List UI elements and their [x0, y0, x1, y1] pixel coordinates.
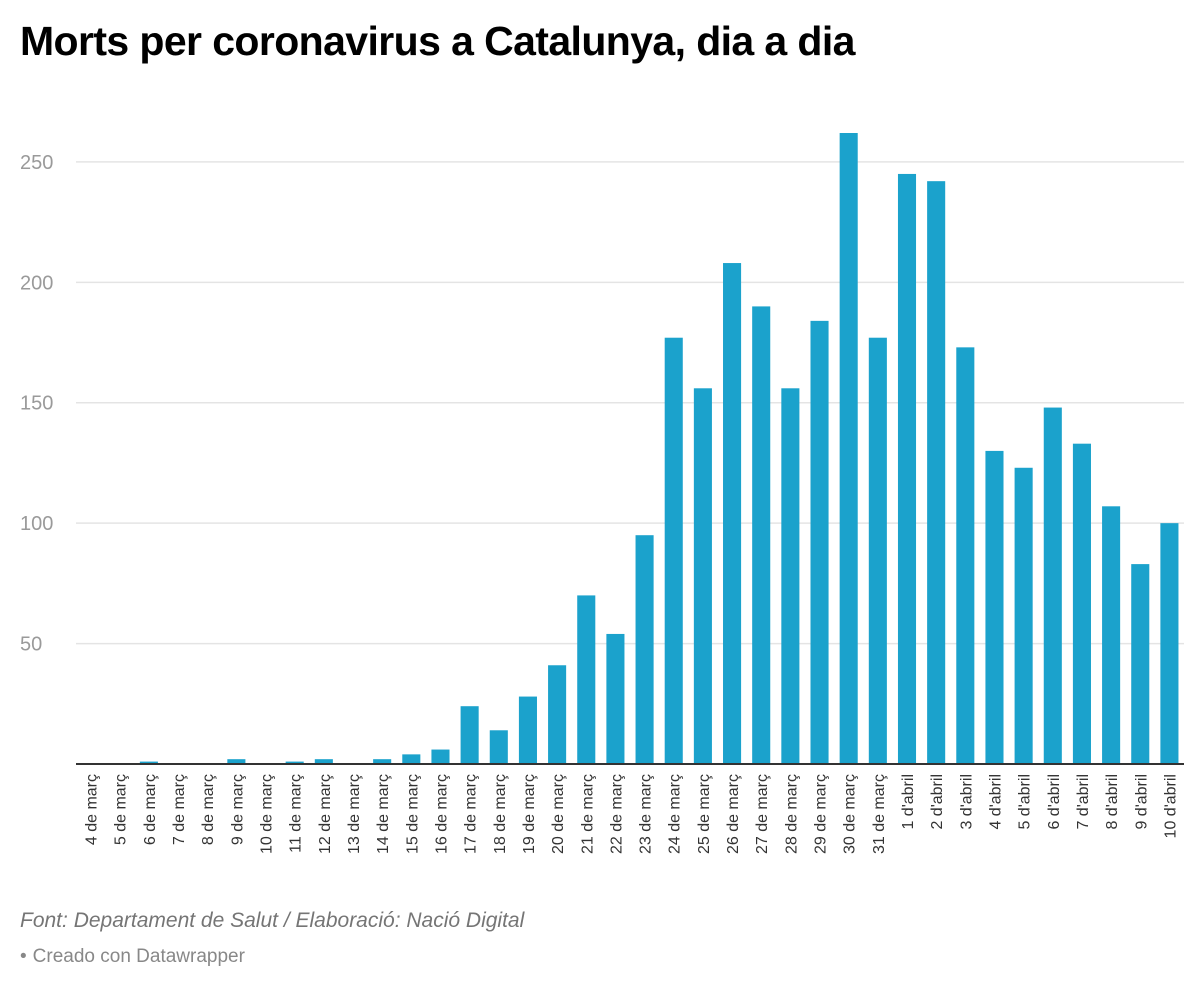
x-tick-label: 14 de març: [375, 774, 392, 854]
x-tick-label: 3 d'abril: [958, 774, 975, 830]
bar: [664, 337, 683, 764]
bar: [810, 320, 829, 764]
bar: [1131, 564, 1150, 764]
bar-chart: 50 100 150 200 250 4 de març 5 de març 6 de ma…: [20, 133, 1184, 854]
y-tick-label: 150: [20, 393, 53, 415]
y-tick-label: 200: [20, 272, 53, 294]
bar: [781, 388, 800, 764]
bar: [693, 388, 712, 764]
x-tick-label: 2 d'abril: [929, 774, 946, 830]
x-tick-label: 6 d'abril: [1046, 774, 1063, 830]
x-tick-label: 31 de març: [871, 774, 888, 854]
bar: [1160, 523, 1179, 764]
x-tick-label: 24 de març: [667, 774, 684, 854]
bar: [956, 347, 975, 764]
credit-text: Creado con Datawrapper: [32, 946, 245, 967]
bar: [460, 706, 479, 764]
bar: [431, 749, 450, 764]
x-tick-label: 19 de març: [521, 774, 538, 854]
bar: [868, 337, 887, 764]
x-tick-label: 22 de març: [608, 774, 625, 854]
bar: [635, 535, 654, 764]
x-tick-label: 1 d'abril: [900, 774, 917, 830]
x-tick-label: 23 de març: [638, 774, 655, 854]
x-tick-label: 21 de març: [579, 774, 596, 854]
bar: [723, 263, 742, 764]
bar: [489, 730, 508, 764]
bar: [606, 633, 625, 764]
bar: [518, 696, 537, 764]
x-tick-label: 29 de març: [813, 774, 830, 854]
source-note: Font: Departament de Salut / Elaboració:…: [20, 909, 525, 932]
bar: [1072, 443, 1091, 764]
bar: [227, 759, 246, 764]
credit-note: • Creado con Datawrapper: [20, 946, 245, 968]
bar: [1102, 506, 1121, 764]
bar: [985, 450, 1004, 764]
bar: [752, 306, 771, 764]
x-tick-label: 10 de març: [259, 774, 276, 854]
x-tick-label: 9 d'abril: [1133, 774, 1150, 830]
x-tick-label: 7 de març: [171, 774, 188, 845]
x-tick-label: 20 de març: [550, 774, 567, 854]
x-tick-label: 8 de març: [200, 774, 217, 845]
bar: [927, 181, 946, 764]
x-tick-label: 13 de març: [346, 774, 363, 854]
x-tick-label: 10 d'abril: [1162, 774, 1179, 838]
x-tick-label: 9 de març: [229, 774, 246, 845]
y-tick-label: 250: [20, 152, 53, 174]
bar: [1014, 467, 1033, 764]
x-axis-tick-labels: 4 de març 5 de març 6 de març 7 de març 8 de…: [84, 774, 1180, 854]
x-tick-label: 25 de març: [696, 774, 713, 854]
chart-title: Morts per coronavirus a Catalunya, dia a…: [20, 18, 855, 64]
x-tick-label: 15 de març: [404, 774, 421, 854]
bar: [402, 754, 421, 764]
x-tick-label: 12 de març: [317, 774, 334, 854]
y-tick-label: 50: [20, 634, 42, 656]
x-tick-label: 18 de març: [492, 774, 509, 854]
bar: [548, 665, 567, 764]
bar: [839, 133, 858, 764]
x-tick-label: 17 de març: [463, 774, 480, 854]
x-tick-label: 5 d'abril: [1017, 774, 1034, 830]
bar: [139, 761, 158, 764]
x-tick-label: 7 d'abril: [1075, 774, 1092, 830]
bar: [897, 173, 917, 764]
x-tick-label: 8 d'abril: [1104, 774, 1121, 830]
x-tick-label: 5 de març: [113, 774, 130, 845]
bars: [139, 133, 1179, 764]
bar: [285, 761, 304, 764]
credit-bullet: •: [20, 946, 27, 967]
x-tick-label: 16 de març: [433, 774, 450, 854]
x-tick-label: 4 d'abril: [987, 774, 1004, 830]
x-tick-label: 27 de març: [754, 774, 771, 854]
bar: [373, 759, 392, 764]
bar: [577, 595, 596, 764]
x-tick-label: 28 de març: [783, 774, 800, 854]
x-tick-label: 6 de març: [142, 774, 159, 845]
x-tick-label: 26 de març: [725, 774, 742, 854]
x-tick-label: 30 de març: [842, 774, 859, 854]
x-tick-label: 4 de març: [84, 774, 101, 845]
y-axis-tick-labels: 50 100 150 200 250: [20, 152, 53, 656]
bar: [314, 759, 333, 764]
x-tick-label: 11 de març: [288, 774, 305, 853]
y-tick-label: 100: [20, 513, 53, 535]
bar: [1043, 407, 1062, 764]
